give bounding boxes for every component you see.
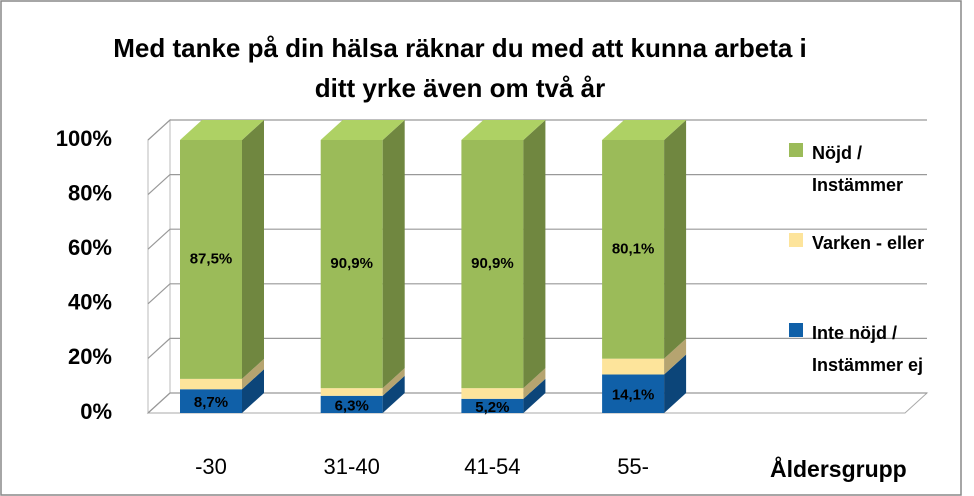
y-tick-label: 60%	[68, 235, 112, 260]
bar-segment-side	[664, 354, 687, 413]
bar-segment-side	[242, 369, 264, 413]
bar-segment	[602, 140, 665, 359]
bar-segment-side	[523, 378, 546, 413]
bar-segment-side	[382, 375, 405, 413]
bar-segment-top	[320, 120, 405, 140]
data-label: 90,9%	[330, 255, 373, 272]
data-label: 87,5%	[190, 250, 233, 267]
bar-segment-side	[523, 368, 546, 399]
data-label: 90,9%	[471, 255, 514, 272]
x-tick-label: 55-	[617, 454, 649, 479]
y-tick-label: 40%	[68, 290, 112, 315]
legend-swatch	[789, 233, 803, 247]
bar-segment	[180, 378, 242, 390]
bar-segment-side	[242, 358, 264, 390]
x-tick-label: 31-40	[323, 454, 380, 479]
bar-segment-top	[602, 120, 687, 140]
bar-segment-side	[664, 338, 687, 375]
bar-segment	[320, 140, 383, 389]
data-label: 80,1%	[612, 240, 655, 257]
bar-segment-side	[664, 120, 687, 359]
legend-label: Inte nöjd / Instämmer ej	[812, 323, 924, 375]
bar-segment	[602, 374, 665, 413]
x-axis-label: Åldersgrupp	[770, 456, 907, 482]
y-tick-label: 80%	[68, 180, 112, 205]
bar-segment	[320, 388, 383, 396]
y-tick-label: 0%	[80, 399, 112, 424]
bar-segment-side	[382, 120, 405, 389]
legend-label: Nöjd / Instämmer	[812, 143, 904, 195]
data-label: 14,1%	[612, 387, 655, 404]
data-label: 8,7%	[194, 394, 228, 411]
bar-segment	[461, 140, 524, 389]
bar-segment	[180, 140, 242, 379]
y-tick-label: 100%	[56, 126, 112, 151]
x-tick-label: -30	[195, 454, 227, 479]
x-tick-label: 41-54	[464, 454, 521, 479]
legend-swatch	[789, 143, 803, 157]
bar-segment-side	[523, 120, 546, 389]
bar-segment-side	[382, 368, 405, 396]
bar-segment	[180, 389, 242, 413]
data-label: 5,2%	[475, 399, 509, 416]
bar-segment	[461, 398, 524, 413]
bar-segment-top	[461, 120, 546, 140]
bar-segment	[602, 358, 665, 375]
legend-swatch	[789, 323, 803, 337]
data-label: 6,3%	[335, 397, 369, 414]
bar-segment-side	[242, 120, 264, 379]
chart-title: Med tanke på din hälsa räknar du med att…	[113, 33, 807, 103]
bar-segment	[461, 388, 524, 399]
bar-segment	[320, 395, 383, 413]
legend-label: Varken - eller	[812, 233, 925, 253]
y-tick-label: 20%	[68, 344, 112, 369]
bar-segment-top	[180, 120, 264, 140]
